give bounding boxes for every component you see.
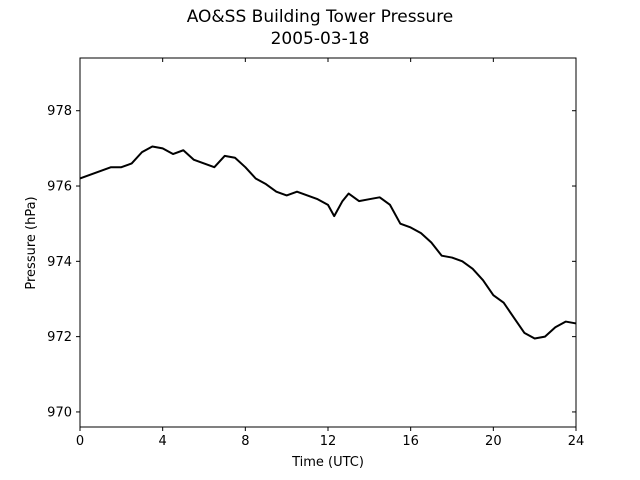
x-tick-label: 4 xyxy=(159,434,167,449)
y-axis-label: Pressure (hPa) xyxy=(24,196,39,289)
y-axis-ticks: 970 972 974 976 978 xyxy=(47,104,576,420)
chart-subtitle: 2005-03-18 xyxy=(270,29,370,49)
axes-frame xyxy=(79,57,577,428)
x-axis-ticks: 0 4 8 12 16 20 24 xyxy=(76,58,584,449)
y-tick-label: 974 xyxy=(47,255,72,270)
y-tick-label: 972 xyxy=(47,330,72,345)
x-tick-label: 12 xyxy=(320,434,337,449)
chart-title-block: AO&SS Building Tower Pressure 2005-03-18 xyxy=(0,6,640,50)
y-tick-label: 978 xyxy=(47,104,72,119)
x-tick-label: 16 xyxy=(402,434,419,449)
x-tick-label: 8 xyxy=(241,434,249,449)
x-axis-label: Time (UTC) xyxy=(291,455,364,470)
x-tick-label: 0 xyxy=(76,434,84,449)
y-tick-label: 976 xyxy=(47,180,72,195)
x-tick-label: 24 xyxy=(568,434,585,449)
x-tick-label: 20 xyxy=(485,434,502,449)
chart-title: AO&SS Building Tower Pressure xyxy=(186,7,454,27)
pressure-series-line xyxy=(79,145,577,340)
y-tick-label: 970 xyxy=(47,405,72,420)
plot-area xyxy=(79,145,577,340)
